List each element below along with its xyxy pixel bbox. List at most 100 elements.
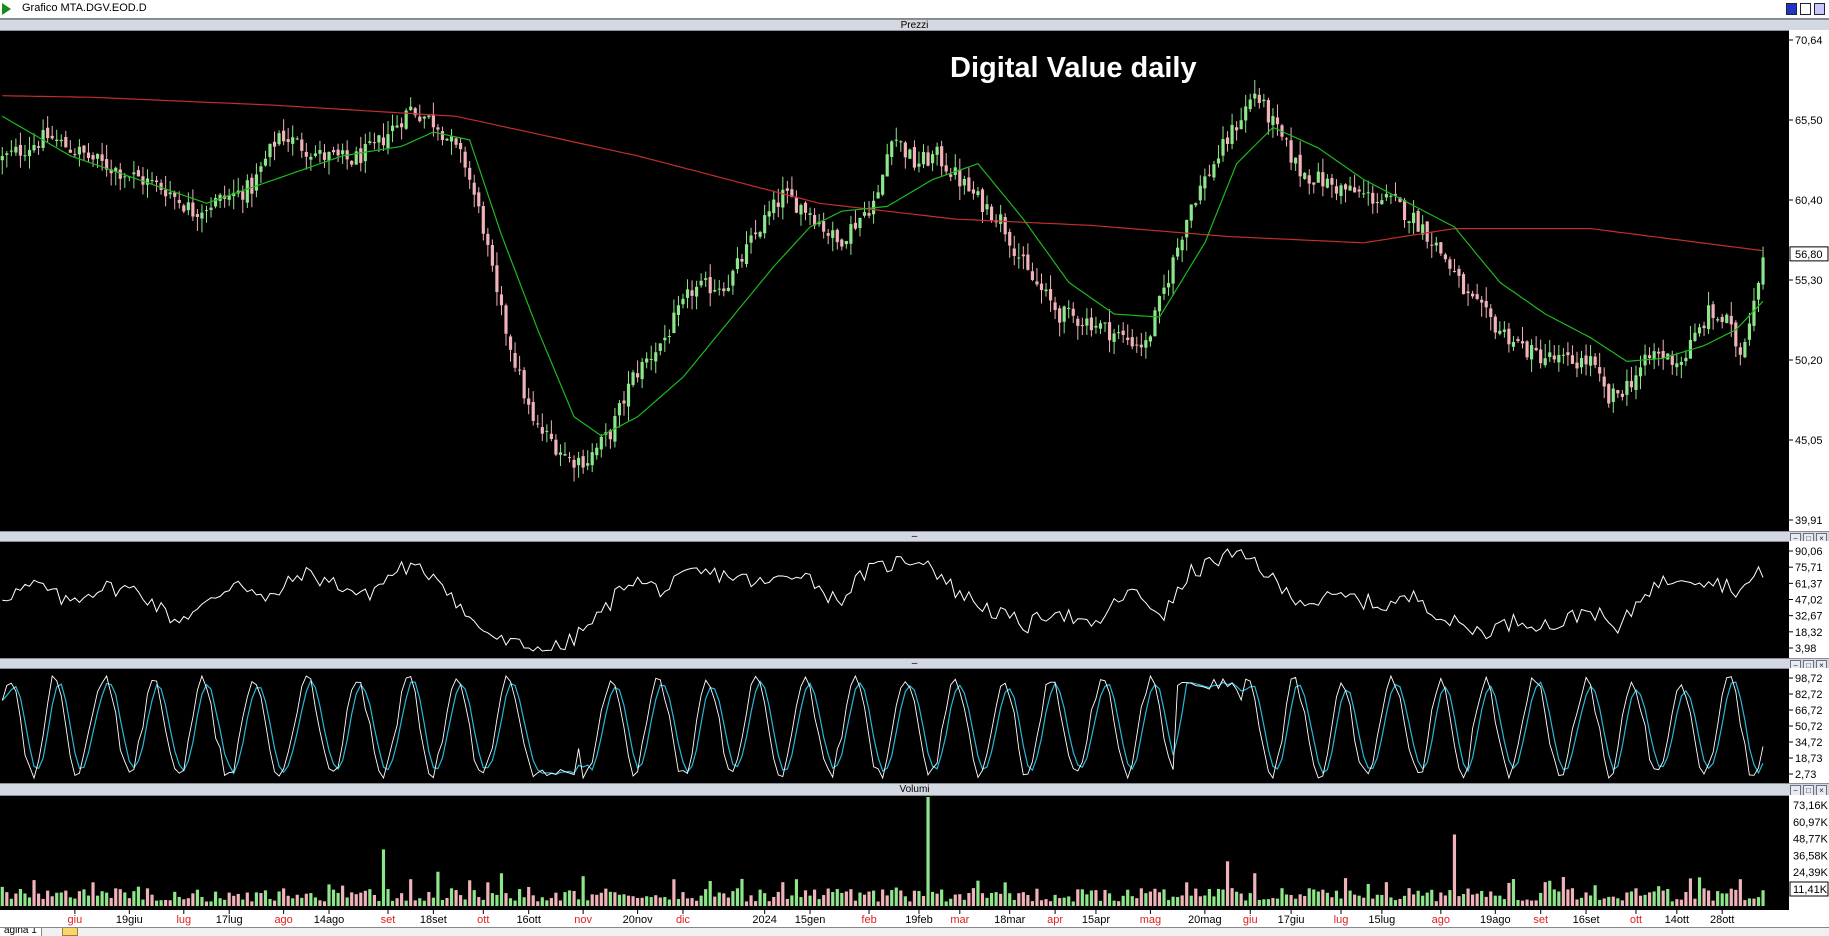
volume-bar	[1330, 897, 1334, 906]
volume-bar	[862, 894, 867, 906]
candle-body	[427, 115, 431, 118]
volume-bar	[1389, 897, 1393, 906]
candle-body	[32, 145, 36, 151]
volume-bar	[1412, 894, 1416, 906]
volume-bar	[36, 893, 41, 906]
page-tab[interactable]: agina 1	[0, 928, 42, 936]
volume-bar	[1185, 882, 1189, 906]
candle-body	[463, 151, 467, 168]
stoch-panel-header[interactable]: – − □ ×	[0, 658, 1829, 671]
volume-tick-label: 24,39K	[1793, 867, 1829, 879]
volume-bar	[114, 888, 118, 906]
candle-body	[232, 192, 236, 197]
volume-bar	[726, 897, 730, 906]
volume-bar	[1661, 890, 1665, 906]
candle-body	[254, 174, 258, 191]
volume-bar	[1094, 890, 1098, 906]
candle-body	[204, 210, 209, 212]
candle-body	[776, 202, 780, 207]
candle-body	[164, 189, 168, 197]
restore-button[interactable]	[1800, 3, 1811, 15]
volume-bar	[903, 896, 907, 906]
candle-body	[999, 214, 1003, 224]
candle-body	[295, 138, 299, 140]
volume-bar	[145, 888, 150, 906]
candle-body	[1294, 157, 1298, 164]
volume-bar	[18, 888, 23, 906]
volume-bar	[1289, 895, 1293, 906]
volume-bar	[100, 891, 104, 906]
candle-body	[1579, 358, 1584, 368]
last-price-box	[1789, 246, 1829, 262]
candle-body	[268, 143, 272, 158]
price-panel-header[interactable]: Prezzi	[0, 19, 1829, 31]
volume-bar	[123, 892, 127, 906]
volume-bar	[1012, 899, 1016, 906]
volume-bar	[1144, 893, 1148, 906]
date-tick-label: lug	[1334, 914, 1349, 926]
volume-bar	[359, 892, 363, 906]
candle-body	[14, 146, 18, 153]
candle-body	[1702, 325, 1706, 329]
volume-bar	[1584, 892, 1588, 906]
volume-bar	[459, 895, 463, 906]
candle-body	[1461, 274, 1466, 295]
candle-body	[77, 146, 82, 155]
volume-bar	[1461, 894, 1466, 906]
volume-bar	[132, 891, 136, 906]
candle-body	[195, 214, 199, 217]
candle-body	[50, 135, 54, 139]
rsi-panel-header[interactable]: – − □ ×	[0, 531, 1829, 544]
volume-bar	[1266, 899, 1270, 906]
candle-body	[985, 204, 989, 210]
candle-body	[422, 116, 426, 119]
volume-bar	[468, 880, 472, 906]
volume-bar	[776, 891, 780, 906]
volume-bar	[1716, 891, 1720, 906]
volume-bar	[59, 892, 63, 906]
minimize-button[interactable]	[1786, 3, 1797, 15]
volume-bar	[486, 882, 490, 906]
volume-bar	[971, 888, 976, 906]
candle-body	[1625, 380, 1629, 395]
volume-bar	[617, 894, 622, 906]
volume-bar	[400, 893, 404, 906]
candle-body	[508, 336, 513, 350]
candle-body	[1289, 140, 1293, 163]
volume-bar	[1729, 888, 1733, 906]
volume-bar	[844, 891, 848, 906]
candle-body	[1434, 242, 1438, 246]
candle-body	[1312, 182, 1316, 185]
candle-body	[695, 286, 699, 297]
oscillator-2-tick-label: 18,73	[1795, 753, 1823, 765]
candle-body	[558, 452, 563, 455]
volume-bar	[976, 880, 980, 906]
volume-bar	[894, 887, 898, 906]
candle-body	[631, 372, 635, 385]
candle-body	[1130, 337, 1134, 347]
date-tick-label: ott	[1630, 914, 1642, 926]
close-button[interactable]	[1814, 3, 1825, 15]
candle-body	[1366, 192, 1370, 194]
candle-body	[18, 144, 23, 156]
candle-body	[1657, 351, 1661, 354]
candle-body	[636, 373, 640, 378]
volume-bar	[1339, 898, 1343, 906]
candle-body	[1298, 154, 1302, 177]
volume-bar	[499, 873, 504, 906]
volume-bar	[318, 900, 322, 906]
date-tick-label: lug	[176, 914, 191, 926]
candle-body	[599, 436, 603, 450]
candle-body	[767, 211, 771, 217]
candle-body	[459, 142, 463, 150]
candle-body	[64, 136, 68, 148]
oscillator-1-tick-label: 3,98	[1795, 643, 1816, 655]
date-tick-label: dic	[676, 914, 691, 926]
candle-body	[1552, 355, 1556, 360]
volume-panel-header[interactable]: Volumi − □ ×	[0, 783, 1829, 796]
candle-body	[781, 189, 785, 208]
candle-body	[980, 189, 985, 213]
volume-bar	[831, 892, 835, 906]
volume-bar	[822, 895, 826, 906]
